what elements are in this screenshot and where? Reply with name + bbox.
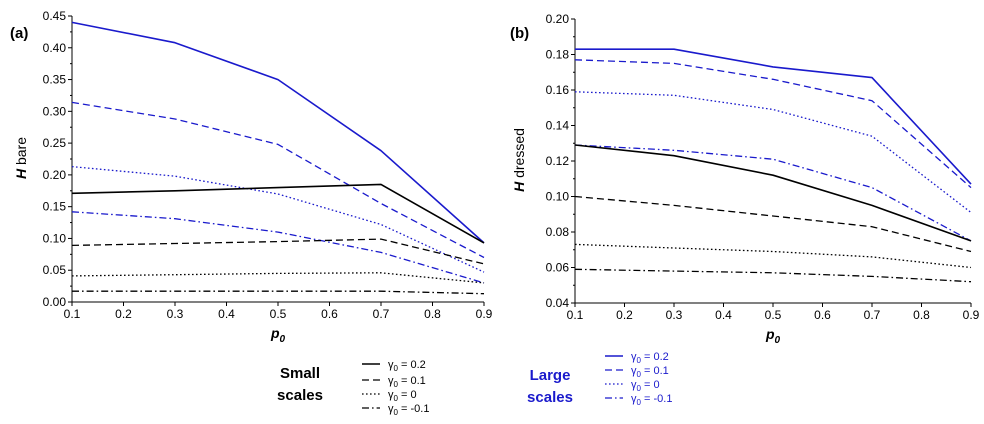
y-tick-label: 0.10 [546,190,570,204]
y-tick-label: 0.12 [546,154,570,168]
panel-label: (b) [510,25,529,42]
legend-entry-label: γ0 = 0 [631,379,660,393]
large-scales-legend: Large scales γ0 = 0.2γ0 = 0.1γ0 = 0γ0 = -0… [527,351,672,407]
small-scales-series-5-line [71,238,485,265]
large-scales-series-0-line [71,21,485,244]
y-tick-label: 0.20 [546,12,570,26]
x-tick-label: 0.1 [567,308,584,322]
y-tick-label: 0.14 [546,119,570,133]
legend-entry-label: γ0 = -0.1 [631,393,672,407]
x-tick-label: 0.2 [616,308,633,322]
small-scales-series-6-line [574,243,972,269]
y-tick-label: 0.20 [43,168,67,182]
x-tick-label: 0.3 [666,308,683,322]
small-scales-series-4-line [574,144,972,242]
x-tick-label: 0.3 [167,307,184,321]
x-tick-label: 0.4 [218,307,235,321]
x-axis-title: p0 [765,326,781,346]
large-scales-series-3-line [574,144,972,242]
legend-group-title: scales [527,389,573,406]
legend-entry-label: γ0 = -0.1 [388,403,429,417]
chart-panel-a: 0.00 0.05 0.10 0.15 0.20 0.25 0.30 0.35 0.40 0.45… [10,9,493,345]
y-tick-label: 0.30 [43,104,67,118]
x-tick-label: 0.1 [64,307,81,321]
x-tick-label: 0.2 [115,307,132,321]
x-tick-label: 0.4 [715,308,732,322]
small-scales-series-5-line [574,195,972,253]
x-axis-title: p0 [270,325,286,345]
y-tick-label: 0.00 [43,295,67,309]
x-tick-label: 0.7 [373,307,390,321]
large-scales-series-1-line [574,59,972,189]
chart-panel-b: 0.04 0.06 0.08 0.10 0.12 0.14 0.16 0.18 0.20 0.1 0… [510,12,980,346]
y-tick-label: 0.15 [43,200,67,214]
y-axis-title: H dressed [511,128,527,192]
y-tick-label: 0.05 [43,263,67,277]
y-tick-label: 0.18 [546,48,570,62]
small-scales-series-4-line [71,183,485,244]
y-tick-label: 0.35 [43,73,67,87]
legend-entry-label: γ0 = 0 [388,389,417,403]
large-scales-series-1-line [71,101,485,259]
x-tick-label: 0.9 [963,308,980,322]
x-tick-label: 0.6 [321,307,338,321]
x-tick-label: 0.5 [270,307,287,321]
x-tick-label: 0.6 [814,308,831,322]
legend-entry-label: γ0 = 0.2 [388,359,426,373]
small-scales-legend: Small scales γ0 = 0.2 γ0 = 0.1γ0 = 0γ0 = -0… [277,359,429,417]
legend-entry-label: γ0 = 0.2 [631,351,669,365]
x-tick-label: 0.8 [913,308,930,322]
small-scales-series-7-line [574,268,972,283]
x-tick-label: 0.8 [424,307,441,321]
y-tick-label: 0.16 [546,83,570,97]
small-scales-series-6-line [71,272,485,284]
y-axis-title: H bare [13,137,29,179]
x-tick-label: 0.7 [864,308,881,322]
x-tick-label: 0.9 [476,307,493,321]
legend-group-title: Large [530,367,571,384]
y-tick-label: 0.10 [43,231,67,245]
small-scales-series-7-line [72,290,485,295]
legend-group-title: Small [280,365,320,382]
y-tick-label: 0.04 [546,296,570,310]
y-tick-label: 0.40 [43,41,67,55]
large-scales-series-3-line [71,211,485,284]
x-tick-label: 0.5 [765,308,782,322]
panel-label: (a) [10,25,28,42]
large-scales-series-0-line [575,48,972,185]
y-tick-label: 0.25 [43,136,67,150]
y-tick-label: 0.08 [546,225,570,239]
large-scales-series-2-line [71,165,485,273]
y-tick-label: 0.06 [546,261,570,275]
legend-group-title: scales [277,387,323,404]
legend-entry-label: γ0 = 0.1 [388,375,426,389]
legend-entry-label: γ0 = 0.1 [631,365,669,379]
y-tick-label: 0.45 [43,9,67,23]
